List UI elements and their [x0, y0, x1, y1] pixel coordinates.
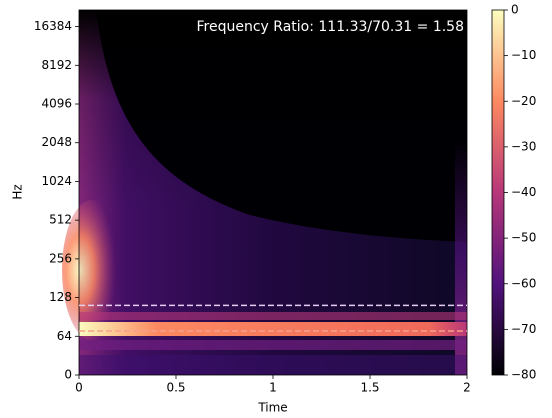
y-tick-label: 4096	[41, 97, 72, 111]
colorbar	[491, 9, 505, 376]
colorbar-tick-label: −80	[511, 368, 536, 382]
y-tick-label: 64	[57, 329, 72, 343]
y-tick-label: 8192	[41, 58, 72, 72]
colorbar-tick-label: 0	[511, 3, 519, 17]
y-tick-label: 1024	[41, 174, 72, 188]
x-axis-label: Time	[257, 401, 287, 415]
y-tick-label: 0	[64, 368, 72, 382]
colorbar-tick-label: −70	[511, 322, 536, 336]
x-tick-label: 1.5	[360, 381, 379, 395]
colorbar-tick-label: −50	[511, 231, 536, 245]
spectrogram-image	[62, 10, 467, 375]
y-tick-label: 256	[49, 251, 72, 265]
x-tick-label: 2	[463, 381, 471, 395]
y-tick-label: 512	[49, 213, 72, 227]
y-tick-label: 128	[49, 290, 72, 304]
colorbar-tick-label: −40	[511, 185, 536, 199]
x-tick-label: 1	[269, 381, 277, 395]
colorbar-tick-label: −30	[511, 139, 536, 153]
y-tick-label: 2048	[41, 135, 72, 149]
annotation: Frequency Ratio: 111.33/70.31 = 1.58	[197, 19, 464, 35]
colorbar-tick-label: −10	[511, 48, 536, 62]
y-tick-label: 16384	[34, 19, 72, 33]
x-tick-label: 0	[75, 381, 83, 395]
y-axis-label: Hz	[11, 184, 25, 199]
colorbar-tick-label: −60	[511, 276, 536, 290]
colorbar-tick-label: −20	[511, 94, 536, 108]
x-tick-label: 0.5	[166, 381, 185, 395]
